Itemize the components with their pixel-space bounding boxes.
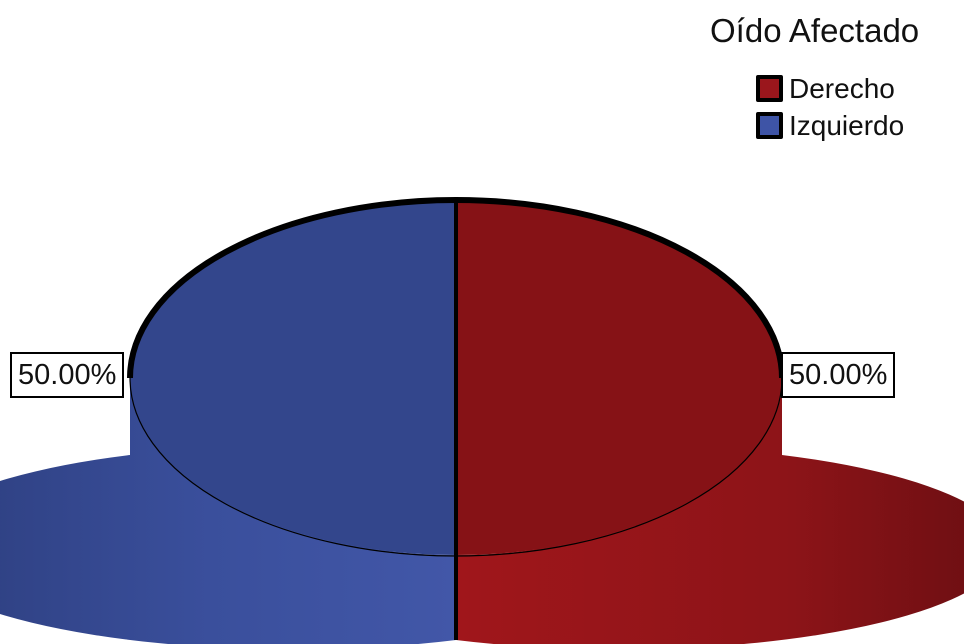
legend-label-derecho: Derecho	[789, 72, 895, 104]
legend-label-izquierdo: Izquierdo	[789, 109, 905, 141]
legend-item-derecho: Derecho	[756, 70, 904, 107]
legend: Derecho Izquierdo	[756, 70, 904, 144]
pie-slice-derecho	[456, 200, 782, 555]
legend-swatch-derecho	[756, 75, 783, 102]
pie-side-izquierdo	[0, 370, 456, 644]
data-label-izquierdo: 50.00%	[10, 352, 125, 398]
legend-item-izquierdo: Izquierdo	[756, 107, 904, 144]
pie-side-derecho	[456, 370, 964, 644]
legend-swatch-izquierdo	[756, 112, 783, 139]
legend-title: Oído Afectado	[710, 12, 920, 49]
data-label-derecho: 50.00%	[781, 352, 896, 398]
pie-slice-izquierdo	[130, 200, 456, 555]
